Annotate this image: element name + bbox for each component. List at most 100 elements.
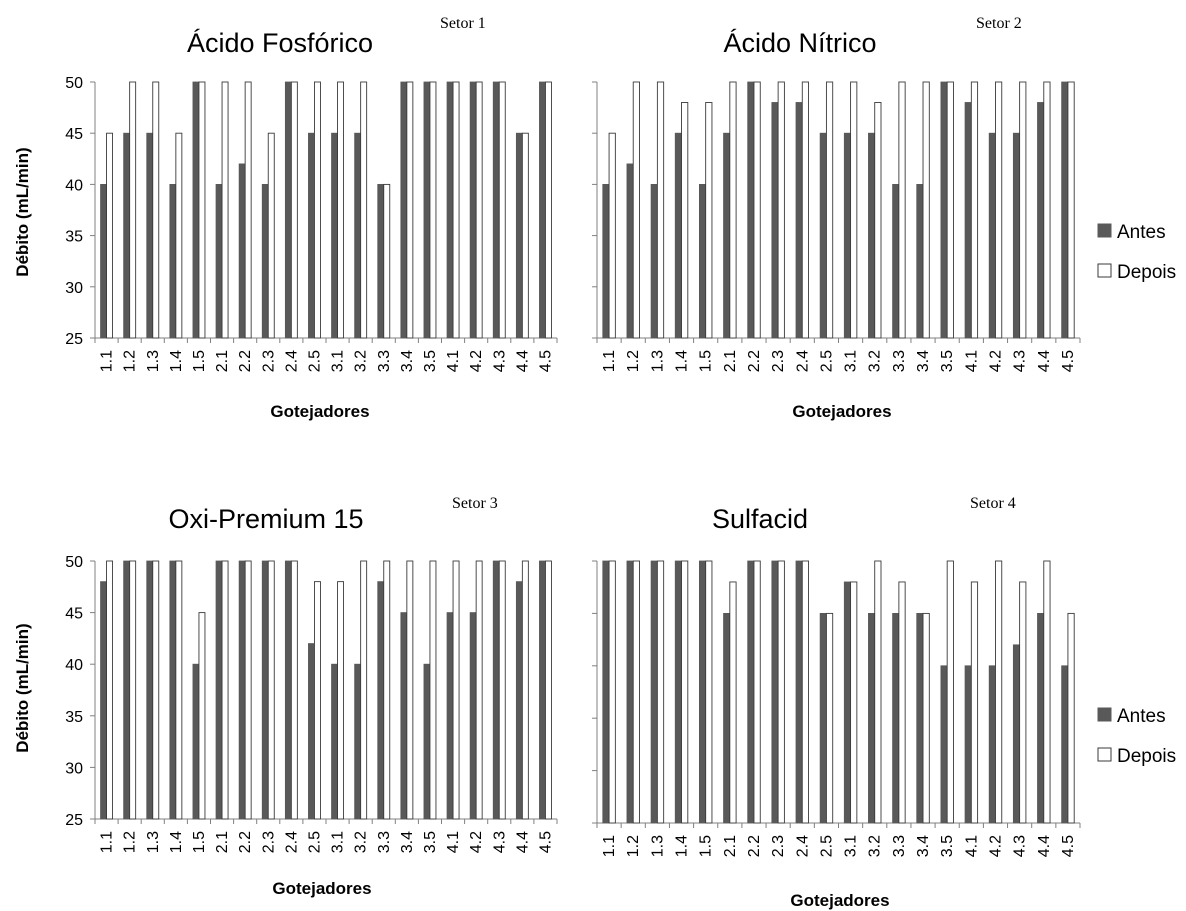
x-tick-label: 4.3 [491,350,508,372]
bar-antes [100,183,107,339]
bar-antes [284,81,292,339]
bar-depois [1043,81,1051,339]
bar-antes [602,560,610,824]
bar-antes [674,560,682,824]
x-tick-label: 4.5 [1060,350,1077,372]
bar-antes [843,132,851,339]
x-tick-label: 2.2 [237,350,254,372]
bar-antes [146,560,154,820]
bar-antes [446,612,454,820]
bar-depois [922,612,930,824]
bar-antes [238,163,246,339]
bar-depois [106,132,114,339]
bar-antes [747,560,755,824]
bar-depois [267,132,275,339]
bar-antes [192,663,200,820]
bar-depois [152,560,160,820]
bar-antes [626,163,634,339]
x-tick-label: 3.2 [353,350,370,372]
bar-antes [650,183,658,339]
y-tick-label: 30 [65,760,83,777]
x-tick-label: 4.1 [963,350,980,372]
bar-antes [492,81,500,339]
x-tick-label: 1.3 [649,835,666,857]
y-axis-label: Débito (mL/min) [13,147,32,276]
bar-depois [475,81,483,339]
x-tick-label: 3.4 [915,350,932,372]
x-axis-label: Gotejadores [792,402,891,421]
bar-depois [406,81,414,339]
y-tick-label: 50 [65,554,83,571]
bar-antes [261,183,269,339]
x-tick-label: 4.1 [445,350,462,372]
bar-antes [771,560,779,824]
x-tick-label: 2.4 [794,350,811,372]
x-tick-label: 1.4 [168,831,185,853]
bar-antes [892,613,900,824]
bar-antes [308,132,315,339]
bar-antes [423,663,431,820]
bar-depois [383,183,391,339]
chart-title: Sulfacid [712,504,808,534]
bar-depois [898,581,906,824]
x-tick-label: 3.3 [376,831,393,853]
bar-depois [632,560,640,824]
bar-depois [874,560,882,824]
bar-antes [868,132,876,339]
x-tick-label: 2.1 [214,831,231,853]
plot-area: 1.1 1.2 1.3 1.4 1.5 2.1 2.2 2.3 2.4 2.5 3.1 3.2 3.3 3… [592,81,1081,372]
x-tick-label: 2.3 [260,831,277,853]
bar-depois [729,581,737,824]
bar-depois [970,581,979,824]
bar-depois [850,581,858,824]
x-tick-label: 3.5 [422,831,439,853]
bar-depois [777,560,785,824]
bar-antes [192,81,200,339]
x-tick-label: 1.5 [698,835,715,857]
bar-depois [1019,81,1027,339]
x-tick-label: 2.4 [794,835,811,857]
bar-depois [429,560,437,820]
bar-depois [498,81,506,339]
bar-depois [452,560,460,820]
bar-antes [169,183,177,339]
x-tick-label: 1.4 [674,835,691,857]
bar-depois [681,560,689,824]
chart-title: Oxi-Premium 15 [168,504,363,534]
bar-depois [129,560,137,820]
legend-bottom: Antes Depois [1097,706,1176,767]
bar-antes [100,581,107,820]
chart-annotation: Setor 4 [970,495,1016,512]
bar-antes [964,102,972,339]
x-tick-label: 4.4 [514,831,531,853]
bar-depois [175,132,183,339]
legend-swatch-antes [1097,223,1112,238]
x-tick-label: 1.2 [122,350,139,372]
bar-depois [406,560,414,820]
x-tick-label: 4.3 [491,831,508,853]
chart-panel-3: Oxi-Premium 15 Setor 3 Débito (mL/min) G… [13,495,558,898]
x-axis-label: Gotejadores [270,402,369,421]
y-tick-label: 40 [65,177,83,194]
x-tick-label: 3.3 [376,350,393,372]
y-tick-label: 35 [65,709,83,726]
bar-antes [446,81,454,339]
bar-antes [400,612,408,820]
bar-antes [331,663,338,820]
x-tick-label: 3.3 [891,350,908,372]
x-tick-label: 4.2 [468,350,485,372]
bar-antes [146,132,154,339]
bar-antes [215,560,223,820]
x-tick-label: 2.4 [283,831,300,853]
bar-depois [825,81,834,339]
x-tick-label: 2.2 [746,350,763,372]
y-tick-label: 35 [65,229,83,246]
bar-antes [892,183,900,339]
bar-antes [940,81,948,339]
bar-depois [545,560,552,820]
y-tick-label: 45 [65,126,83,143]
x-tick-label: 3.2 [867,350,884,372]
x-tick-label: 1.1 [601,835,618,857]
bar-depois [198,81,206,339]
x-tick-label: 4.4 [1036,350,1053,372]
